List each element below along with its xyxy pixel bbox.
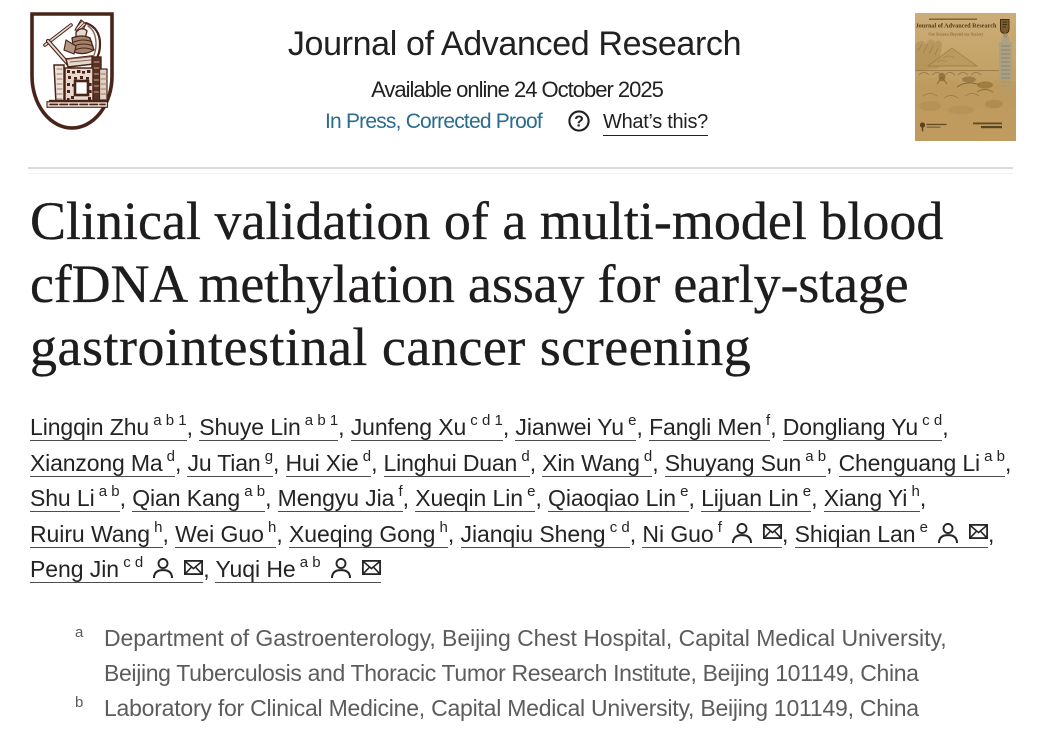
svg-text:?: ? <box>574 114 584 131</box>
svg-text:Journal of Advanced Research: Journal of Advanced Research <box>916 23 997 30</box>
svg-text:Our Science Beyond our Society: Our Science Beyond our Society <box>929 32 985 37</box>
